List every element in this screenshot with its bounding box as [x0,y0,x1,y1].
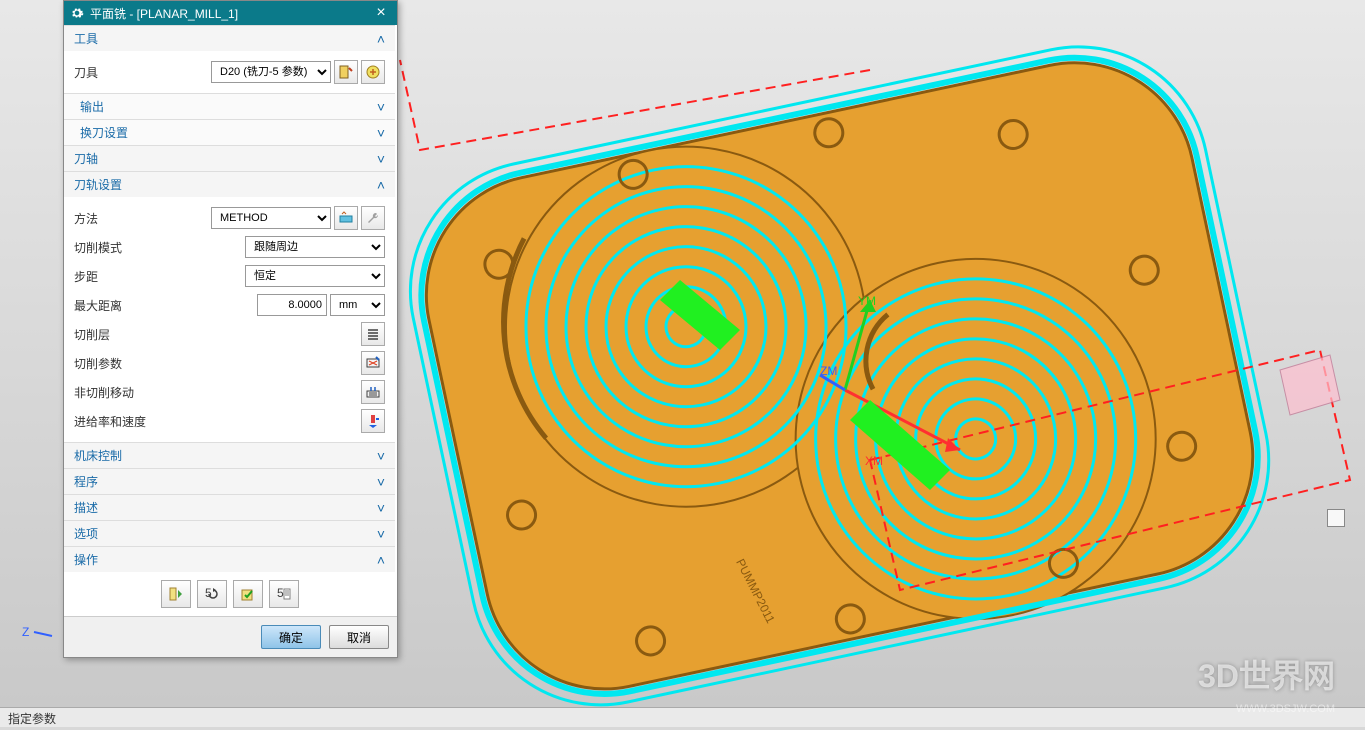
method-label: 方法 [74,210,154,227]
cutmode-select[interactable]: 跟随周边 [245,236,385,258]
status-text: 指定参数 [8,712,56,726]
chevron-down-icon: ˅ [377,474,385,490]
section-options-header[interactable]: 选项˅ [64,520,395,546]
cutparam-icon[interactable] [361,351,385,375]
section-desc-header[interactable]: 描述˅ [64,494,395,520]
noncut-icon[interactable] [361,380,385,404]
cutmode-label: 切削模式 [74,239,154,256]
svg-text:ZM: ZM [820,364,837,378]
tool-new-icon[interactable] [361,60,385,84]
planar-mill-dialog: 平面铣 - [PLANAR_MILL_1] × 工具˄ 刀具 D20 (铣刀-5… [63,0,398,658]
feed-icon[interactable] [361,409,385,433]
dialog-footer: 确定 取消 [64,616,397,657]
section-axis-header[interactable]: 刀轴˅ [64,145,395,171]
maxdist-label: 最大距离 [74,297,154,314]
section-tool-header[interactable]: 工具˄ [64,25,395,51]
tool-edit-icon[interactable] [334,60,358,84]
dialog-body: 工具˄ 刀具 D20 (铣刀-5 参数) 输出˅ 换刀设置˅ 刀轴˅ 刀轨设置˄ [64,25,397,616]
ok-button[interactable]: 确定 [261,625,321,649]
close-icon[interactable]: × [371,4,391,22]
method-wrench-icon[interactable] [361,206,385,230]
chevron-down-icon: ˅ [377,125,385,141]
method-edit-icon[interactable] [334,206,358,230]
maxdist-unit-select[interactable]: mm [330,294,385,316]
method-select[interactable]: METHOD [211,207,331,229]
svg-text:XM: XM [865,454,883,468]
chevron-down-icon: ˅ [377,526,385,542]
cutparam-label: 切削参数 [74,355,154,372]
tool-label: 刀具 [74,64,154,81]
gear-icon [70,6,84,20]
verify-icon[interactable] [233,580,263,608]
section-program-header[interactable]: 程序˅ [64,468,395,494]
maxdist-input[interactable] [257,294,327,316]
section-toolchange-header[interactable]: 换刀设置˅ [64,119,395,145]
cutlayer-label: 切削层 [74,326,154,343]
chevron-up-icon: ˄ [377,31,385,47]
svg-text:YM: YM [858,294,876,308]
chevron-down-icon: ˅ [377,99,385,115]
chevron-up-icon: ˄ [377,552,385,568]
generate-icon[interactable] [161,580,191,608]
section-output-header[interactable]: 输出˅ [64,93,395,119]
tool-select[interactable]: D20 (铣刀-5 参数) [211,61,331,83]
cutlayer-icon[interactable] [361,322,385,346]
viewport-hud-button[interactable] [1327,509,1345,527]
chevron-down-icon: ˅ [377,151,385,167]
list-icon[interactable]: 5 [269,580,299,608]
section-path-header[interactable]: 刀轨设置˄ [64,171,395,197]
feed-label: 进给率和速度 [74,413,154,430]
chevron-up-icon: ˄ [377,177,385,193]
status-bar: 指定参数 [0,707,1365,727]
noncut-label: 非切削移动 [74,384,154,401]
section-action-header[interactable]: 操作˄ [64,546,395,572]
step-select[interactable]: 恒定 [245,265,385,287]
svg-text:Z: Z [22,625,29,639]
replay-icon[interactable]: 5 [197,580,227,608]
dialog-titlebar[interactable]: 平面铣 - [PLANAR_MILL_1] × [64,1,397,25]
cancel-button[interactable]: 取消 [329,625,389,649]
section-machine-header[interactable]: 机床控制˅ [64,442,395,468]
dialog-title-text: 平面铣 - [PLANAR_MILL_1] [90,5,371,22]
chevron-down-icon: ˅ [377,448,385,464]
step-label: 步距 [74,268,154,285]
chevron-down-icon: ˅ [377,500,385,516]
svg-text:5: 5 [277,586,284,600]
